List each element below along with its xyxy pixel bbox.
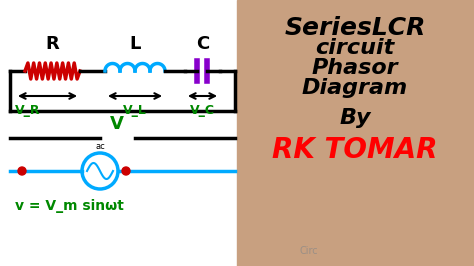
Text: ac: ac [95, 142, 105, 151]
Circle shape [122, 167, 130, 175]
Text: circuit: circuit [315, 38, 395, 58]
Circle shape [18, 167, 26, 175]
Text: v = V_m sinωt: v = V_m sinωt [15, 199, 124, 213]
Text: Phasor: Phasor [312, 58, 398, 78]
Text: R: R [46, 35, 59, 53]
Text: SeriesLCR: SeriesLCR [284, 16, 426, 40]
Text: V_L: V_L [123, 104, 147, 117]
Text: V: V [110, 115, 124, 133]
Polygon shape [237, 0, 474, 266]
Text: By: By [339, 108, 371, 128]
Text: C: C [196, 35, 209, 53]
Text: RK TOMAR: RK TOMAR [272, 136, 438, 164]
Text: V_C: V_C [190, 104, 215, 117]
Text: L: L [129, 35, 141, 53]
Text: Circ: Circ [300, 246, 319, 256]
Text: Diagram: Diagram [302, 78, 408, 98]
Text: V_R: V_R [15, 104, 40, 117]
